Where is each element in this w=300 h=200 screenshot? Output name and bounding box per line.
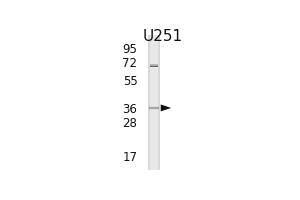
Text: 95: 95 (123, 43, 137, 56)
Bar (150, 65, 158, 66)
Text: 72: 72 (122, 57, 137, 70)
Bar (150, 66, 158, 67)
Bar (149, 106, 159, 107)
Text: 36: 36 (123, 103, 137, 116)
Text: U251: U251 (143, 29, 183, 44)
Bar (150, 64, 158, 65)
Bar (149, 107, 159, 108)
Bar (149, 108, 159, 109)
Text: 28: 28 (123, 117, 137, 130)
Polygon shape (161, 104, 171, 111)
Text: 55: 55 (123, 75, 137, 88)
Bar (149, 109, 159, 110)
Bar (150, 35, 158, 170)
Bar (148, 35, 160, 170)
Text: 17: 17 (122, 151, 137, 164)
